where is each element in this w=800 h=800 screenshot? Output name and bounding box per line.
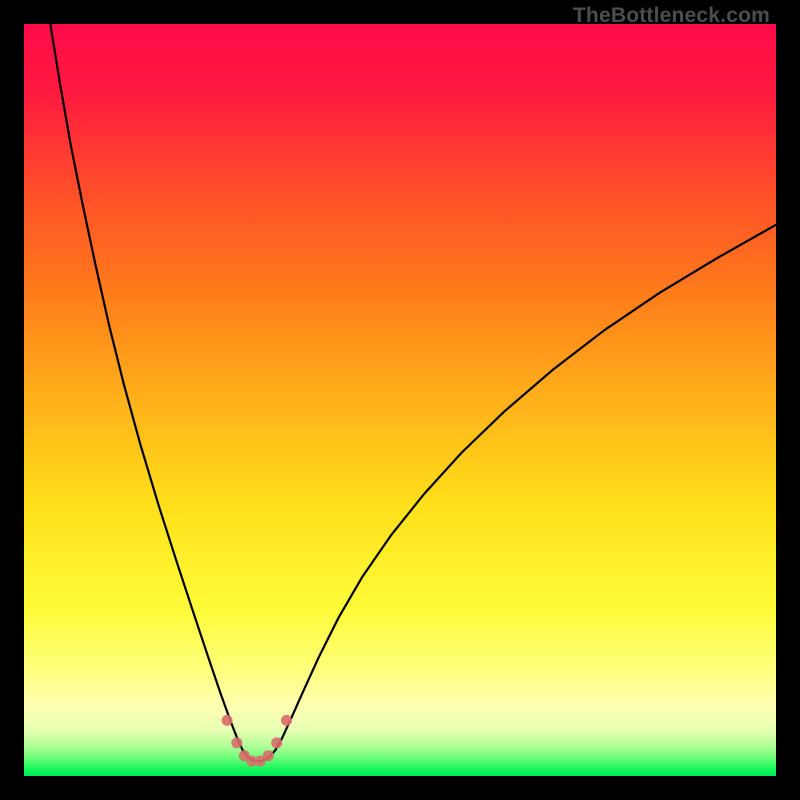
bottleneck-curve [50,24,776,761]
trough-marker [271,737,282,748]
trough-marker [231,737,242,748]
trough-marker [222,715,233,726]
trough-marker [239,750,250,761]
plot-area [24,24,776,776]
trough-marker [263,750,274,761]
trough-marker [255,755,266,766]
trough-marker [281,715,292,726]
chart-svg [24,24,776,776]
watermark-text: TheBottleneck.com [573,4,770,28]
trough-marker [246,755,257,766]
